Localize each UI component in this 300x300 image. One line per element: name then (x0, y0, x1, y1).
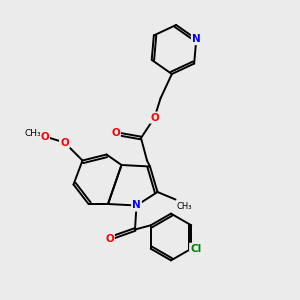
Text: O: O (60, 137, 69, 148)
Text: CH₃: CH₃ (177, 202, 193, 211)
Text: O: O (105, 233, 114, 244)
Text: O: O (40, 131, 50, 142)
Text: N: N (132, 200, 141, 211)
Text: CH₃: CH₃ (25, 129, 41, 138)
Text: O: O (111, 128, 120, 139)
Text: O: O (150, 112, 159, 123)
Text: N: N (192, 34, 201, 44)
Text: Cl: Cl (190, 244, 201, 254)
